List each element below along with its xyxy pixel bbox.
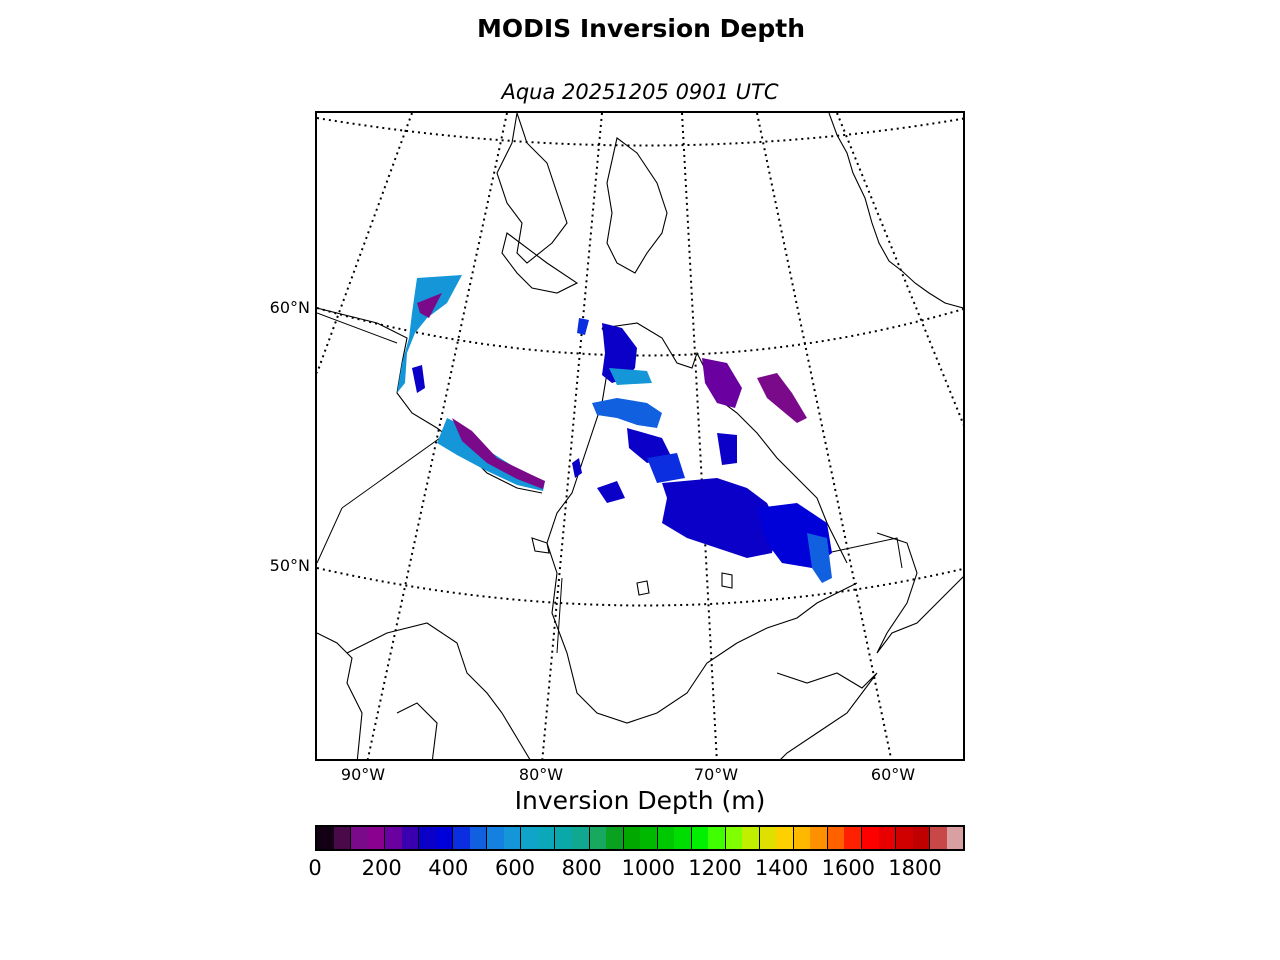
colorbar-tick-label: 200 [361,856,402,880]
colorbar-label: Inversion Depth (m) [514,786,766,815]
colorbar-swatch [691,827,709,849]
graticule [317,113,963,759]
lat-label-50n: 50°N [269,556,310,575]
colorbar-swatch [640,827,658,849]
colorbar-swatch [333,827,352,849]
colorbar-swatch [776,827,794,849]
lat-label-60n: 60°N [269,298,310,317]
figure-subtitle: Aqua 20251205 0901 UTC [501,80,779,104]
colorbar-swatch [555,827,572,849]
lon-label-90w: 90°W [340,765,386,784]
colorbar-swatch [930,827,947,849]
colorbar-swatch [317,827,334,849]
colorbar-swatch [571,827,590,849]
colorbar-swatch [827,827,845,849]
colorbar-swatch [708,827,726,849]
colorbar-swatch [435,827,454,849]
colorbar-swatch [469,827,488,849]
colorbar-swatch [793,827,811,849]
colorbar-swatch [487,827,504,849]
colorbar-swatch [521,827,538,849]
colorbar-swatch [878,827,897,849]
map-svg [317,113,963,759]
lon-label-70w: 70°W [693,765,739,784]
colorbar-tick-label: 800 [561,856,602,880]
lon-label-60w: 60°W [870,765,916,784]
colorbar-swatch [912,827,931,849]
colorbar-swatch [810,827,828,849]
colorbar-swatch [946,827,964,849]
colorbar-swatch [844,827,862,849]
colorbar-tick-label: 1800 [888,856,942,880]
colorbar-tick-label: 1600 [821,856,876,880]
inversion-data [397,275,832,583]
colorbar-swatch [725,827,743,849]
map-frame [315,111,965,761]
colorbar-swatch [896,827,913,849]
colorbar-swatch [367,827,386,849]
colorbar-swatch [351,827,368,849]
lon-label-80w: 80°W [518,765,564,784]
colorbar-tick-label: 600 [494,856,536,880]
colorbar-swatch [759,827,777,849]
colorbar-tick-label: 1400 [754,856,809,880]
colorbar-swatch [589,827,607,849]
colorbar-swatch [674,827,692,849]
colorbar-tick-label: 0 [308,856,322,880]
colorbar-tick-label: 400 [428,856,469,880]
colorbar-swatch [419,827,436,849]
colorbar-swatch [385,827,402,849]
colorbar-swatch [862,827,879,849]
colorbar [315,825,965,851]
colorbar-swatch [401,827,420,849]
figure-title: MODIS Inversion Depth [476,14,806,43]
colorbar-swatch [742,827,760,849]
colorbar-swatch [657,827,675,849]
colorbar-swatch [537,827,556,849]
colorbar-swatch [453,827,470,849]
colorbar-tick-label: 1000 [621,856,676,880]
colorbar-swatch [503,827,522,849]
colorbar-swatch [606,827,624,849]
colorbar-tick-label: 1200 [688,856,742,880]
colorbar-swatch [623,827,641,849]
